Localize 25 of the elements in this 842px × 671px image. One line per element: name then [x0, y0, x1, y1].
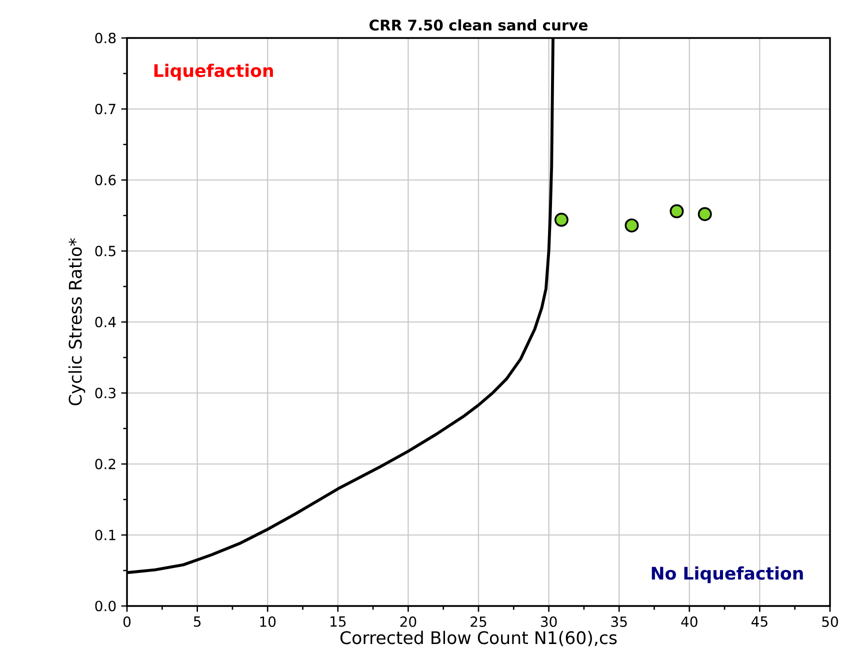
y-tick-label: 0.1 [95, 530, 116, 540]
y-tick-label: 0.4 [95, 316, 116, 328]
x-tick-label: 0 [123, 616, 131, 627]
chart-title: CRR 7.50 clean sand curve [370, 19, 588, 31]
y-tick-label: 0.0 [95, 600, 116, 612]
y-tick-label: 0.6 [95, 174, 116, 186]
x-tick-label: 5 [194, 616, 201, 627]
y-tick-label: 0.2 [95, 458, 116, 470]
x-tick-label: 30 [540, 616, 557, 627]
annotation: Liquefaction [154, 64, 273, 80]
annotation: No Liquefaction [652, 566, 803, 584]
x-tick-label: 25 [470, 616, 486, 627]
x-tick-label: 15 [330, 616, 346, 627]
x-tick-label: 35 [611, 616, 627, 627]
x-axis-title: Corrected Blow Count N1(60),cs [340, 630, 617, 646]
x-tick-label: 20 [400, 616, 416, 627]
y-tick-label: 0.7 [95, 104, 116, 114]
x-tick-label: 10 [260, 616, 276, 627]
y-tick-label: 0.5 [95, 246, 116, 256]
x-tick-label: 50 [822, 616, 838, 627]
x-tick-label: 40 [681, 616, 698, 627]
y-tick-label: 0.3 [95, 388, 116, 398]
y-tick-label: 0.8 [95, 32, 116, 44]
x-tick-label: 45 [751, 616, 768, 627]
y-axis-title: Cyclic Stress Ratio* [68, 238, 86, 406]
